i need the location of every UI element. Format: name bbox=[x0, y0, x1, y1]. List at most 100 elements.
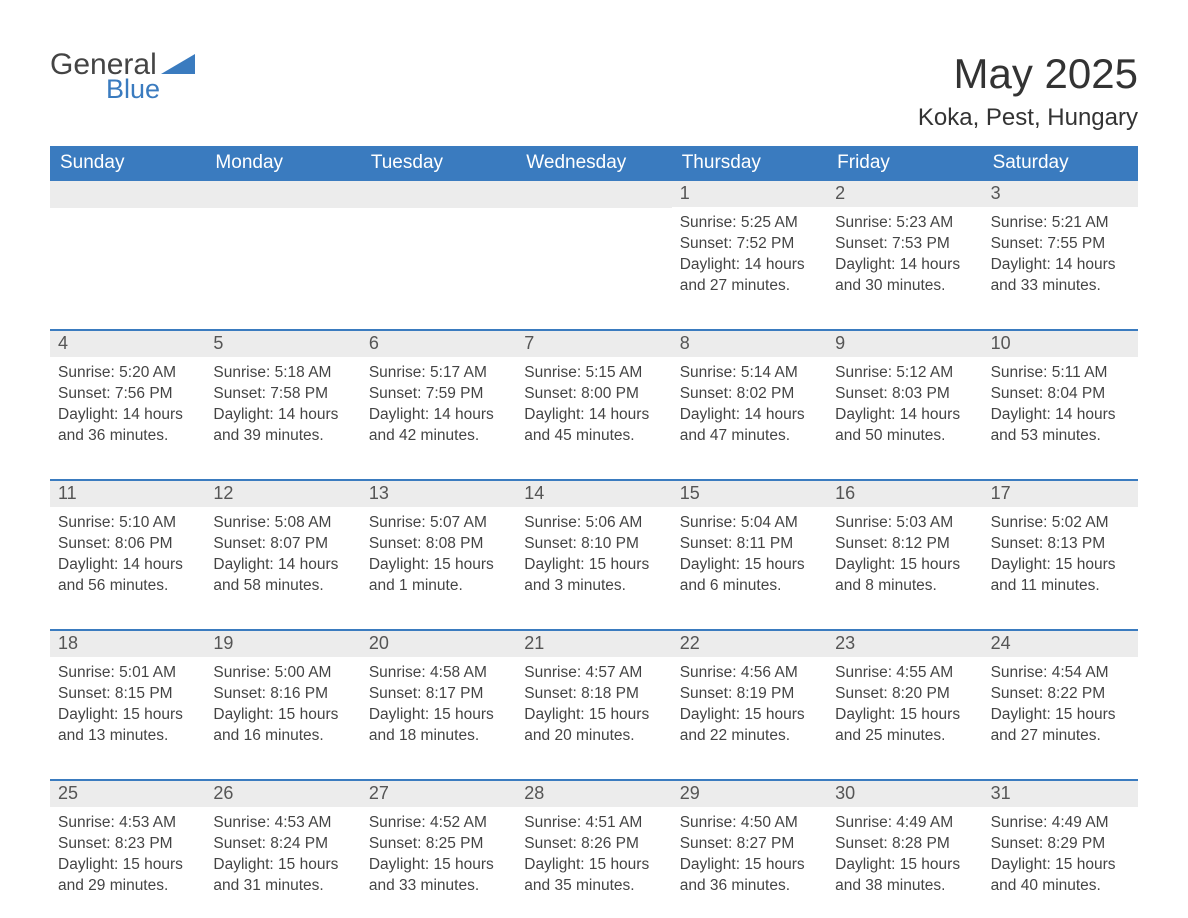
sunrise-line: Sunrise: 5:03 AM bbox=[835, 513, 974, 534]
weekday-header: Wednesday bbox=[516, 146, 671, 181]
daylight-line-2: and 40 minutes. bbox=[991, 876, 1130, 897]
calendar-cell: 4Sunrise: 5:20 AMSunset: 7:56 PMDaylight… bbox=[50, 331, 205, 455]
day-number: 23 bbox=[827, 631, 982, 657]
sunset-line: Sunset: 8:07 PM bbox=[213, 534, 352, 555]
day-number bbox=[205, 181, 360, 208]
sunset-line: Sunset: 8:02 PM bbox=[680, 384, 819, 405]
day-number: 10 bbox=[983, 331, 1138, 357]
daylight-line-1: Daylight: 15 hours bbox=[680, 705, 819, 726]
sunset-line: Sunset: 8:16 PM bbox=[213, 684, 352, 705]
sunrise-line: Sunrise: 4:51 AM bbox=[524, 813, 663, 834]
sunrise-line: Sunrise: 5:20 AM bbox=[58, 363, 197, 384]
sunrise-line: Sunrise: 4:54 AM bbox=[991, 663, 1130, 684]
daylight-line-1: Daylight: 15 hours bbox=[835, 555, 974, 576]
sunset-line: Sunset: 8:12 PM bbox=[835, 534, 974, 555]
brand-logo: General Blue bbox=[50, 50, 195, 105]
calendar-cell: 27Sunrise: 4:52 AMSunset: 8:25 PMDayligh… bbox=[361, 781, 516, 905]
day-number bbox=[361, 181, 516, 208]
sunrise-line: Sunrise: 4:53 AM bbox=[213, 813, 352, 834]
sunrise-line: Sunrise: 5:21 AM bbox=[991, 213, 1130, 234]
day-number: 14 bbox=[516, 481, 671, 507]
sunrise-line: Sunrise: 4:58 AM bbox=[369, 663, 508, 684]
daylight-line-2: and 33 minutes. bbox=[991, 276, 1130, 297]
daylight-line-2: and 45 minutes. bbox=[524, 426, 663, 447]
day-number: 19 bbox=[205, 631, 360, 657]
weekday-header: Monday bbox=[205, 146, 360, 181]
day-number: 26 bbox=[205, 781, 360, 807]
daylight-line-1: Daylight: 15 hours bbox=[369, 555, 508, 576]
calendar-cell: 2Sunrise: 5:23 AMSunset: 7:53 PMDaylight… bbox=[827, 181, 982, 305]
daylight-line-2: and 27 minutes. bbox=[991, 726, 1130, 747]
day-number: 16 bbox=[827, 481, 982, 507]
calendar-cell: 9Sunrise: 5:12 AMSunset: 8:03 PMDaylight… bbox=[827, 331, 982, 455]
page-header: General Blue May 2025 Koka, Pest, Hungar… bbox=[50, 50, 1138, 132]
sunset-line: Sunset: 7:52 PM bbox=[680, 234, 819, 255]
daylight-line-2: and 30 minutes. bbox=[835, 276, 974, 297]
day-number: 22 bbox=[672, 631, 827, 657]
day-number: 30 bbox=[827, 781, 982, 807]
sunset-line: Sunset: 8:23 PM bbox=[58, 834, 197, 855]
location-subtitle: Koka, Pest, Hungary bbox=[918, 104, 1138, 132]
daylight-line-1: Daylight: 15 hours bbox=[835, 855, 974, 876]
calendar-cell: 26Sunrise: 4:53 AMSunset: 8:24 PMDayligh… bbox=[205, 781, 360, 905]
daylight-line-1: Daylight: 15 hours bbox=[369, 855, 508, 876]
calendar-cell: 5Sunrise: 5:18 AMSunset: 7:58 PMDaylight… bbox=[205, 331, 360, 455]
day-number: 12 bbox=[205, 481, 360, 507]
sunrise-line: Sunrise: 5:15 AM bbox=[524, 363, 663, 384]
daylight-line-2: and 29 minutes. bbox=[58, 876, 197, 897]
calendar-week: 18Sunrise: 5:01 AMSunset: 8:15 PMDayligh… bbox=[50, 629, 1138, 755]
daylight-line-2: and 11 minutes. bbox=[991, 576, 1130, 597]
calendar-cell bbox=[205, 181, 360, 305]
day-number: 29 bbox=[672, 781, 827, 807]
sunrise-line: Sunrise: 4:56 AM bbox=[680, 663, 819, 684]
sunrise-line: Sunrise: 4:53 AM bbox=[58, 813, 197, 834]
sunset-line: Sunset: 8:22 PM bbox=[991, 684, 1130, 705]
weeks-container: 1Sunrise: 5:25 AMSunset: 7:52 PMDaylight… bbox=[50, 181, 1138, 905]
day-number: 8 bbox=[672, 331, 827, 357]
sunrise-line: Sunrise: 5:23 AM bbox=[835, 213, 974, 234]
daylight-line-2: and 50 minutes. bbox=[835, 426, 974, 447]
day-number: 13 bbox=[361, 481, 516, 507]
sunrise-line: Sunrise: 5:18 AM bbox=[213, 363, 352, 384]
day-number: 24 bbox=[983, 631, 1138, 657]
day-number: 31 bbox=[983, 781, 1138, 807]
daylight-line-1: Daylight: 14 hours bbox=[991, 405, 1130, 426]
sunset-line: Sunset: 8:28 PM bbox=[835, 834, 974, 855]
cell-body: Sunrise: 5:03 AMSunset: 8:12 PMDaylight:… bbox=[827, 507, 982, 601]
cell-body: Sunrise: 5:23 AMSunset: 7:53 PMDaylight:… bbox=[827, 207, 982, 301]
sunset-line: Sunset: 8:11 PM bbox=[680, 534, 819, 555]
daylight-line-1: Daylight: 14 hours bbox=[213, 405, 352, 426]
calendar-cell: 20Sunrise: 4:58 AMSunset: 8:17 PMDayligh… bbox=[361, 631, 516, 755]
daylight-line-2: and 58 minutes. bbox=[213, 576, 352, 597]
sunset-line: Sunset: 7:56 PM bbox=[58, 384, 197, 405]
daylight-line-2: and 25 minutes. bbox=[835, 726, 974, 747]
calendar-cell: 28Sunrise: 4:51 AMSunset: 8:26 PMDayligh… bbox=[516, 781, 671, 905]
daylight-line-2: and 1 minute. bbox=[369, 576, 508, 597]
cell-body: Sunrise: 5:07 AMSunset: 8:08 PMDaylight:… bbox=[361, 507, 516, 601]
calendar-cell: 8Sunrise: 5:14 AMSunset: 8:02 PMDaylight… bbox=[672, 331, 827, 455]
daylight-line-2: and 36 minutes. bbox=[58, 426, 197, 447]
day-number: 21 bbox=[516, 631, 671, 657]
sunset-line: Sunset: 8:03 PM bbox=[835, 384, 974, 405]
daylight-line-2: and 42 minutes. bbox=[369, 426, 508, 447]
sunrise-line: Sunrise: 5:02 AM bbox=[991, 513, 1130, 534]
cell-body: Sunrise: 5:02 AMSunset: 8:13 PMDaylight:… bbox=[983, 507, 1138, 601]
calendar-cell: 18Sunrise: 5:01 AMSunset: 8:15 PMDayligh… bbox=[50, 631, 205, 755]
sunrise-line: Sunrise: 5:08 AM bbox=[213, 513, 352, 534]
brand-triangle-icon bbox=[161, 50, 195, 79]
weekday-header: Sunday bbox=[50, 146, 205, 181]
daylight-line-2: and 20 minutes. bbox=[524, 726, 663, 747]
sunset-line: Sunset: 8:10 PM bbox=[524, 534, 663, 555]
daylight-line-1: Daylight: 15 hours bbox=[991, 855, 1130, 876]
weekday-header-row: SundayMondayTuesdayWednesdayThursdayFrid… bbox=[50, 146, 1138, 181]
sunset-line: Sunset: 8:04 PM bbox=[991, 384, 1130, 405]
sunrise-line: Sunrise: 4:52 AM bbox=[369, 813, 508, 834]
calendar-cell bbox=[361, 181, 516, 305]
day-number: 18 bbox=[50, 631, 205, 657]
day-number: 28 bbox=[516, 781, 671, 807]
month-title: May 2025 bbox=[918, 50, 1138, 98]
daylight-line-2: and 33 minutes. bbox=[369, 876, 508, 897]
calendar-cell: 24Sunrise: 4:54 AMSunset: 8:22 PMDayligh… bbox=[983, 631, 1138, 755]
sunrise-line: Sunrise: 5:04 AM bbox=[680, 513, 819, 534]
sunrise-line: Sunrise: 5:06 AM bbox=[524, 513, 663, 534]
